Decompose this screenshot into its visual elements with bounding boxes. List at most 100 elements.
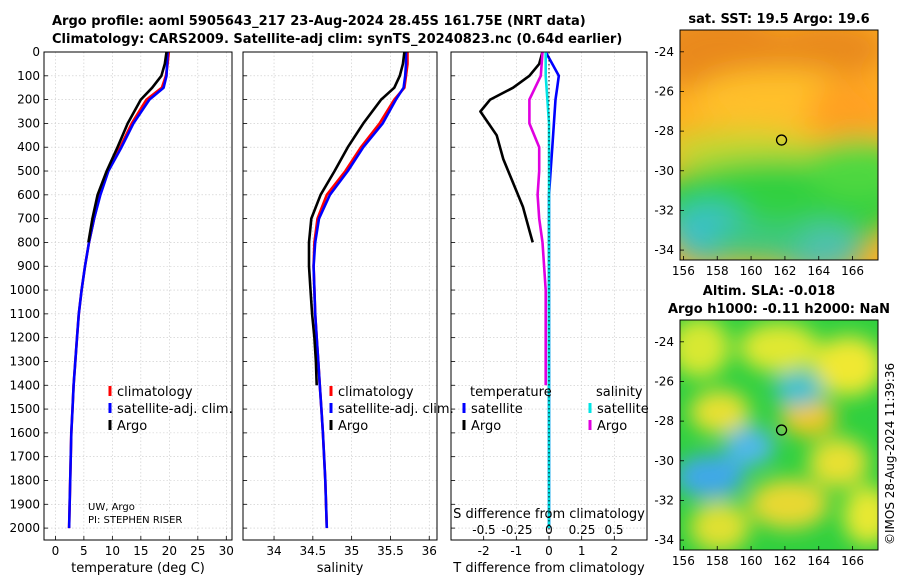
panel-frame — [43, 51, 233, 541]
x-tick-label: 34.5 — [299, 544, 326, 558]
y-tick-label: 600 — [17, 188, 40, 202]
x-axis-label: temperature (deg C) — [71, 561, 205, 576]
map-blob — [709, 221, 810, 260]
map-y-tick-label: -28 — [654, 414, 674, 428]
map-y-tick-label: -24 — [654, 45, 674, 59]
sst-map-title: sat. SST: 19.5 Argo: 19.6 — [688, 12, 869, 27]
map-blob — [773, 371, 824, 407]
x-tick-label: -1 — [510, 544, 522, 558]
panel-frame — [242, 51, 438, 541]
y-tick-label: 1800 — [9, 473, 40, 487]
map-blob — [680, 320, 730, 378]
x-tick-label: 10 — [105, 544, 120, 558]
legend-label: Argo — [597, 419, 627, 434]
y-tick-label: 800 — [17, 235, 40, 249]
argo-location-marker — [775, 134, 788, 146]
map-x-tick-label: 166 — [841, 554, 864, 568]
y-tick-label: 2000 — [9, 521, 40, 535]
legend-label: climatology — [338, 385, 414, 400]
credit-line-2: PI: STEPHEN RISER — [88, 515, 183, 526]
series-line — [528, 51, 548, 386]
x-tick-label: 36 — [422, 544, 437, 558]
map-y-tick-label: -34 — [654, 243, 674, 257]
title-line-1: Argo profile: aoml 5905643_217 23-Aug-20… — [52, 14, 586, 29]
s-tick-label: -0.25 — [501, 523, 532, 537]
x-tick-label: 30 — [219, 544, 234, 558]
map-x-tick-label: 158 — [706, 264, 729, 278]
map-x-tick-label: 160 — [740, 264, 763, 278]
x-tick-label: 1 — [578, 544, 586, 558]
x-tick-label: 25 — [190, 544, 205, 558]
s-tick-label: 0 — [545, 523, 553, 537]
map-blob — [813, 336, 878, 396]
y-tick-label: 1000 — [9, 283, 40, 297]
map-field — [680, 30, 878, 260]
map-x-tick-label: 162 — [773, 264, 796, 278]
map-y-tick-label: -30 — [654, 454, 674, 468]
map-blob — [768, 30, 878, 79]
y-tick-label: 900 — [17, 259, 40, 273]
legend-label: Argo — [117, 419, 147, 434]
x-axis-label-top: S difference from climatology — [453, 507, 645, 522]
x-tick-label: 15 — [133, 544, 148, 558]
map-blob — [843, 485, 878, 546]
y-tick-label: 1200 — [9, 331, 40, 345]
map-x-tick-label: 162 — [773, 554, 796, 568]
legend-label: satellite-adj. clim. — [117, 402, 233, 417]
map-blob — [808, 80, 878, 141]
credit-line-1: UW, Argo — [88, 502, 135, 513]
y-tick-label: 500 — [17, 164, 40, 178]
x-axis-label: T difference from climatology — [452, 561, 645, 576]
map-blob — [808, 138, 878, 198]
s-tick-label: -0.5 — [472, 523, 495, 537]
y-tick-label: 300 — [17, 116, 40, 130]
title-line-2: Climatology: CARS2009. Satellite-adj cli… — [52, 32, 623, 47]
map-y-tick-label: -34 — [654, 533, 674, 547]
y-tick-label: 400 — [17, 140, 40, 154]
y-tick-label: 200 — [17, 93, 40, 107]
map-y-tick-label: -32 — [654, 203, 674, 217]
map-blob — [748, 479, 829, 529]
map-y-tick-label: -32 — [654, 493, 674, 507]
map-blob — [739, 322, 819, 373]
map-blobs — [680, 320, 878, 550]
map-blobs — [680, 30, 878, 260]
legend-title-salinity: salinity — [596, 385, 643, 400]
map-x-tick-label: 166 — [841, 264, 864, 278]
y-tick-label: 1900 — [9, 497, 40, 511]
imos-timestamp: ©IMOS 28-Aug-2024 11:39:36 — [883, 362, 897, 545]
map-y-tick-label: -28 — [654, 124, 674, 138]
map-x-tick-label: 164 — [807, 264, 830, 278]
y-tick-label: 0 — [32, 45, 40, 59]
series-line — [479, 51, 544, 243]
s-tick-label: 0.5 — [604, 523, 623, 537]
map-x-tick-label: 158 — [706, 554, 729, 568]
x-tick-label: 0 — [545, 544, 553, 558]
s-tick-label: 0.25 — [569, 523, 596, 537]
map-frame — [679, 29, 879, 261]
legend-label: satellite — [597, 402, 649, 417]
map-y-tick-label: -26 — [654, 374, 674, 388]
map-x-tick-label: 160 — [740, 554, 763, 568]
map-x-tick-label: 156 — [672, 554, 695, 568]
map-x-tick-label: 164 — [807, 554, 830, 568]
y-tick-label: 700 — [17, 212, 40, 226]
x-tick-label: -2 — [478, 544, 490, 558]
x-axis-label: salinity — [317, 561, 364, 576]
y-tick-label: 1600 — [9, 426, 40, 440]
map-blob — [689, 390, 750, 434]
panel-frame — [450, 51, 648, 541]
map-x-tick-label: 156 — [672, 264, 695, 278]
x-tick-label: 20 — [162, 544, 177, 558]
legend-title-temperature: temperature — [470, 385, 552, 400]
legend-label: satellite — [471, 402, 523, 417]
map-blob — [680, 454, 745, 499]
y-tick-label: 100 — [17, 69, 40, 83]
sla-map-subtitle: Argo h1000: -0.11 h2000: NaN — [668, 302, 890, 317]
legend-label: Argo — [471, 419, 501, 434]
y-tick-label: 1700 — [9, 450, 40, 464]
y-tick-label: 1300 — [9, 354, 40, 368]
y-tick-label: 1500 — [9, 402, 40, 416]
legend-label: satellite-adj. clim. — [338, 402, 454, 417]
x-tick-label: 0 — [52, 544, 60, 558]
